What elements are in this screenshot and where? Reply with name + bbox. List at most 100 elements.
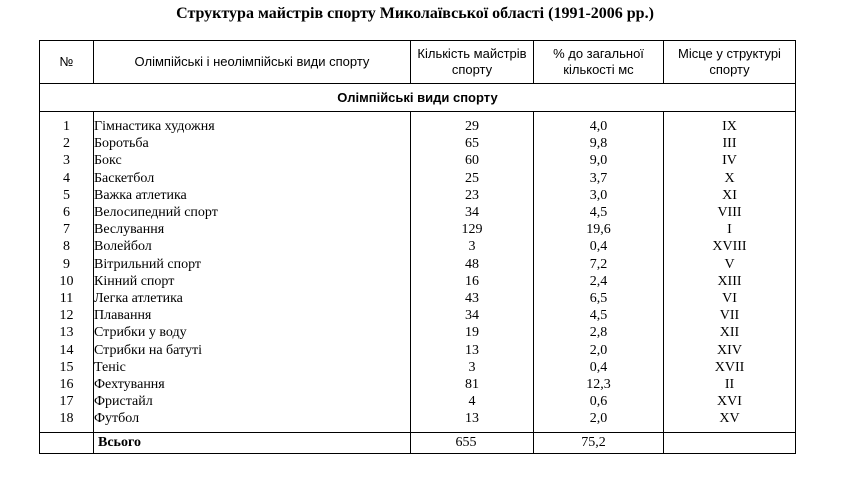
row-place: II <box>663 376 796 394</box>
row-sport: Футбол <box>93 410 411 433</box>
row-sport: Баскетбол <box>93 169 411 187</box>
row-sport: Волейбол <box>93 238 411 256</box>
table-row: 15 Теніс 3 0,4 XVII <box>39 358 796 377</box>
row-number: 1 <box>39 111 94 136</box>
table-row: 5 Важка атлетика 23 3,0 XI <box>39 186 796 205</box>
row-sport: Стрибки у воду <box>93 324 411 342</box>
row-count: 48 <box>410 255 534 273</box>
row-place: XIII <box>663 272 796 291</box>
row-percent: 3,0 <box>533 186 664 205</box>
row-place: XVII <box>663 358 796 377</box>
table-title: Структура майстрів спорту Миколаївської … <box>176 5 654 22</box>
header-sport: Олімпійські і неолімпійські види спорту <box>93 40 411 84</box>
row-place: XV <box>663 410 796 433</box>
row-place: X <box>663 169 796 187</box>
row-number: 4 <box>39 169 94 187</box>
row-count: 3 <box>410 358 534 377</box>
table-row: 8 Волейбол 3 0,4 XVIII <box>39 238 796 256</box>
row-sport: Плавання <box>93 307 411 325</box>
row-number: 5 <box>39 186 94 205</box>
row-percent: 0,4 <box>533 238 664 256</box>
row-percent: 2,4 <box>533 272 664 291</box>
row-count: 29 <box>410 111 534 136</box>
row-number: 2 <box>39 135 94 153</box>
row-number: 8 <box>39 238 94 256</box>
row-place: VII <box>663 307 796 325</box>
header-percent: % до загальної кількості мс <box>533 40 664 84</box>
row-number: 14 <box>39 341 94 359</box>
row-count: 19 <box>410 324 534 342</box>
row-place: XII <box>663 324 796 342</box>
header-number: № <box>39 40 94 84</box>
row-place: III <box>663 135 796 153</box>
row-percent: 3,7 <box>533 169 664 187</box>
row-place: VIII <box>663 204 796 222</box>
row-count: 60 <box>410 152 534 170</box>
row-sport: Фехтування <box>93 376 411 394</box>
row-percent: 0,6 <box>533 393 664 411</box>
header-place: Місце у структурі спорту <box>663 40 796 84</box>
row-sport: Велосипедний спорт <box>93 204 411 222</box>
row-number: 16 <box>39 376 94 394</box>
table-row: 9 Вітрильний спорт 48 7,2 V <box>39 255 796 273</box>
row-sport: Важка атлетика <box>93 186 411 205</box>
row-count: 4 <box>410 393 534 411</box>
table-header: № Олімпійські і неолімпійські види спорт… <box>39 40 796 84</box>
row-percent: 4,5 <box>533 307 664 325</box>
header-count: Кількість майстрів спорту <box>410 40 534 84</box>
table-footer: Всього 655 75,2 <box>39 431 796 454</box>
row-count: 13 <box>410 410 534 433</box>
row-number: 12 <box>39 307 94 325</box>
row-count: 43 <box>410 290 534 308</box>
row-percent: 2,8 <box>533 324 664 342</box>
row-place: I <box>663 221 796 239</box>
table-row: 7 Веслування 129 19,6 I <box>39 221 796 239</box>
total-count: 655 <box>410 431 534 454</box>
table-row: 11 Легка атлетика 43 6,5 VI <box>39 290 796 308</box>
row-percent: 0,4 <box>533 358 664 377</box>
row-count: 34 <box>410 204 534 222</box>
table-row: 4 Баскетбол 25 3,7 X <box>39 169 796 187</box>
row-count: 3 <box>410 238 534 256</box>
row-number: 10 <box>39 272 94 291</box>
row-count: 23 <box>410 186 534 205</box>
row-place: XIV <box>663 341 796 359</box>
section-header-group: Олімпійські види спорту <box>39 83 796 112</box>
row-place: VI <box>663 290 796 308</box>
row-percent: 4,0 <box>533 111 664 136</box>
row-number: 11 <box>39 290 94 308</box>
row-number: 7 <box>39 221 94 239</box>
row-sport: Боротьба <box>93 135 411 153</box>
row-sport: Стрибки на батуті <box>93 341 411 359</box>
row-percent: 9,0 <box>533 152 664 170</box>
table-body: 1 Гімнастика художня 29 4,0 IX 2 Боротьба 65 9,8… <box>39 111 796 433</box>
row-sport: Легка атлетика <box>93 290 411 308</box>
row-sport: Фристайл <box>93 393 411 411</box>
row-percent: 9,8 <box>533 135 664 153</box>
row-count: 81 <box>410 376 534 394</box>
row-sport: Веслування <box>93 221 411 239</box>
row-percent: 2,0 <box>533 341 664 359</box>
total-row: Всього 655 75,2 <box>39 431 796 454</box>
table-row: 10 Кінний спорт 16 2,4 XIII <box>39 272 796 291</box>
table-row: 16 Фехтування 81 12,3 II <box>39 376 796 394</box>
table-row: 13 Стрибки у воду 19 2,8 XII <box>39 324 796 342</box>
row-number: 9 <box>39 255 94 273</box>
table-row: 12 Плавання 34 4,5 VII <box>39 307 796 325</box>
row-percent: 12,3 <box>533 376 664 394</box>
row-percent: 2,0 <box>533 410 664 433</box>
row-place: XI <box>663 186 796 205</box>
row-sport: Бокс <box>93 152 411 170</box>
sports-masters-table: № Олімпійські і неолімпійські види спорт… <box>39 40 796 454</box>
row-sport: Теніс <box>93 358 411 377</box>
table-row: 2 Боротьба 65 9,8 III <box>39 135 796 153</box>
section-title: Олімпійські види спорту <box>39 83 796 112</box>
row-sport: Кінний спорт <box>93 272 411 291</box>
row-place: XVI <box>663 393 796 411</box>
total-label: Всього <box>93 431 411 454</box>
row-place: IV <box>663 152 796 170</box>
row-place: V <box>663 255 796 273</box>
row-number: 18 <box>39 410 94 433</box>
row-count: 13 <box>410 341 534 359</box>
